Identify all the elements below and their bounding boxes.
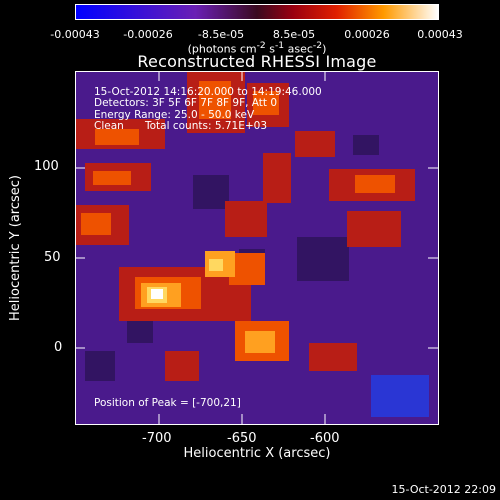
colorbar-tick: -8.5e-05 [197, 28, 245, 41]
y-tick: 50 [44, 250, 61, 265]
colorbar-tick: -0.00026 [123, 28, 173, 41]
info-energy: Energy Range: 25.0 - 50.0 keV [94, 109, 255, 121]
x-axis-label: Heliocentric X (arcsec) [183, 446, 331, 461]
info-counts: Total counts: 5.71E+03 [145, 120, 268, 132]
info-time-range: 15-Oct-2012 14:16:20.000 to 14:19:46.000 [94, 86, 322, 98]
y-tick: 0 [54, 340, 63, 355]
plot-frame [75, 71, 439, 425]
colorbar-units: (photons cm-2 s-1 asec-2) [187, 40, 327, 56]
x-tick: -700 [142, 431, 172, 446]
colorbar-tick: 0.00043 [417, 28, 463, 41]
info-peak: Position of Peak = [-700,21] [94, 397, 241, 409]
colorbar-tick: 8.5e-05 [272, 28, 316, 41]
x-tick: -650 [227, 431, 257, 446]
y-tick: 100 [34, 159, 59, 174]
info-detectors: Detectors: 3F 5F 6F 7F 8F 9F, Att 0 [94, 97, 278, 109]
y-axis-label: Heliocentric Y (arcsec) [8, 175, 23, 321]
colorbar [75, 4, 439, 20]
rhessi-image [75, 71, 439, 425]
plot-timestamp: 15-Oct-2012 22:09 [391, 483, 496, 496]
x-tick: -600 [310, 431, 340, 446]
info-algorithm: Clean [94, 120, 124, 132]
image-title: Reconstructed RHESSI Image [137, 52, 377, 71]
colorbar-tick: -0.00043 [50, 28, 100, 41]
colorbar-tick: 0.00026 [344, 28, 390, 41]
